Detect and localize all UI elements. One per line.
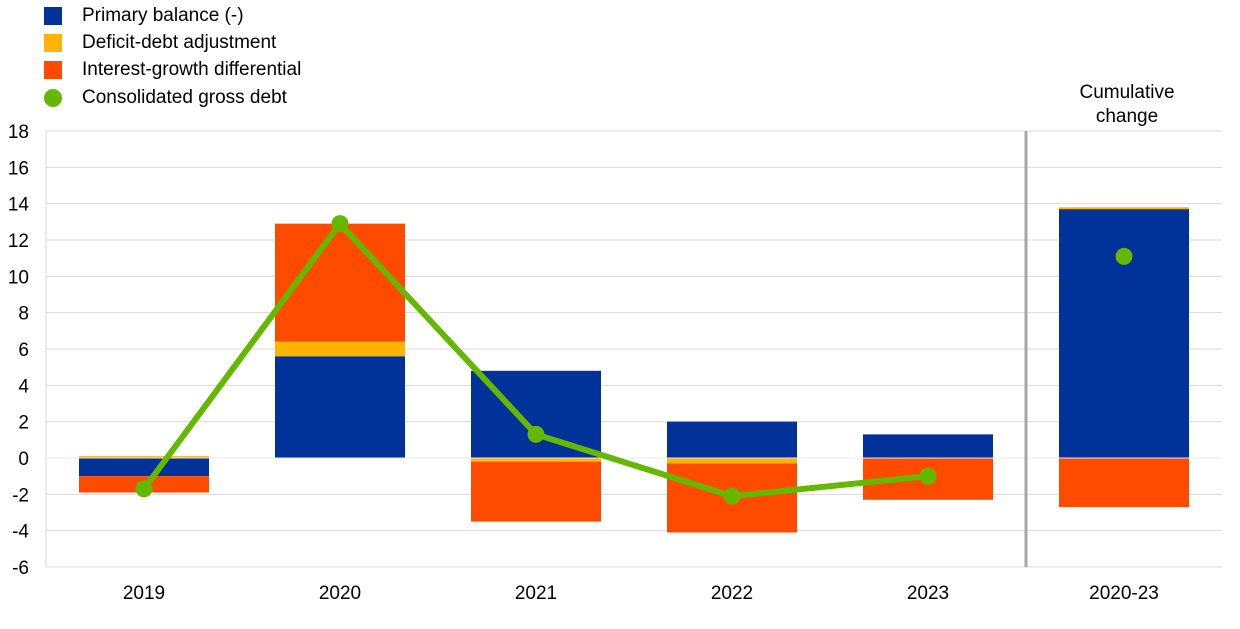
y-axis-labels: 18 16 14 12 10 8 6 4 2 0 -2 -4 -6 bbox=[8, 122, 30, 579]
y-tick-label: 12 bbox=[8, 231, 29, 252]
y-tick-label: 14 bbox=[8, 195, 30, 216]
legend-marker-gross-debt bbox=[44, 88, 62, 107]
bar-segment bbox=[863, 434, 993, 458]
legend-label-gross-debt: Consolidated gross debt bbox=[82, 86, 287, 108]
legend-swatch-deficit-debt-adjustment bbox=[44, 33, 62, 52]
x-axis-labels: 2019 2020 2021 2022 2023 2020-23 bbox=[123, 583, 1159, 604]
y-tick-label: 8 bbox=[18, 304, 29, 325]
gross-debt-point bbox=[723, 487, 741, 505]
bars bbox=[46, 207, 1222, 533]
gross-debt-point bbox=[527, 425, 545, 443]
bar-segment bbox=[471, 461, 601, 522]
legend-item-gross-debt: Consolidated gross debt bbox=[44, 84, 301, 111]
bar-segment bbox=[1059, 207, 1189, 210]
gross-debt-point bbox=[135, 480, 153, 498]
legend-item-deficit-debt-adjustment: Deficit-debt adjustment bbox=[44, 29, 301, 56]
y-tick-label: 16 bbox=[8, 158, 29, 179]
x-tick-label: 2020 bbox=[319, 583, 361, 604]
legend-label-interest-growth: Interest-growth differential bbox=[82, 59, 302, 81]
x-tick-label: 2021 bbox=[515, 583, 557, 604]
y-tick-label: 2 bbox=[18, 413, 29, 434]
legend-label-deficit-debt-adjustment: Deficit-debt adjustment bbox=[82, 31, 277, 53]
bar-segment bbox=[667, 421, 797, 458]
gridlines bbox=[45, 130, 1222, 568]
gross-debt-point bbox=[919, 467, 937, 485]
legend-swatch-primary-balance bbox=[44, 6, 62, 25]
y-tick-label: -6 bbox=[12, 558, 29, 579]
bar-segment bbox=[79, 458, 209, 477]
y-tick-label: -4 bbox=[12, 522, 29, 543]
legend-item-interest-growth: Interest-growth differential bbox=[44, 57, 301, 84]
y-tick-label: 0 bbox=[18, 449, 29, 470]
x-tick-label: 2023 bbox=[907, 583, 949, 604]
bar-segment bbox=[275, 356, 405, 458]
annotation-line-1: Cumulative bbox=[1079, 82, 1174, 103]
bar-segment bbox=[79, 456, 209, 458]
annotation-line-2: change bbox=[1096, 106, 1158, 127]
gross-debt-point bbox=[331, 215, 349, 233]
legend: Primary balance (-) Deficit-debt adjustm… bbox=[44, 2, 301, 111]
legend-label-primary-balance: Primary balance (-) bbox=[82, 4, 244, 26]
y-tick-label: 4 bbox=[18, 376, 29, 397]
x-tick-label: 2020-23 bbox=[1089, 583, 1159, 604]
legend-swatch-interest-growth bbox=[44, 61, 62, 80]
x-tick-label: 2022 bbox=[711, 583, 753, 604]
y-tick-label: 6 bbox=[18, 340, 29, 361]
y-tick-label: 18 bbox=[8, 122, 29, 143]
y-tick-label: -2 bbox=[12, 485, 29, 506]
bar-segment bbox=[667, 458, 797, 464]
debt-line bbox=[135, 215, 1133, 505]
bar-segment bbox=[1059, 209, 1189, 458]
y-tick-label: 10 bbox=[8, 267, 29, 288]
bar-segment bbox=[1059, 458, 1189, 508]
bar-segment bbox=[275, 341, 405, 357]
x-tick-label: 2019 bbox=[123, 583, 165, 604]
gross-debt-point bbox=[1115, 247, 1133, 265]
bar-segment bbox=[471, 458, 601, 462]
legend-item-primary-balance: Primary balance (-) bbox=[44, 2, 301, 29]
